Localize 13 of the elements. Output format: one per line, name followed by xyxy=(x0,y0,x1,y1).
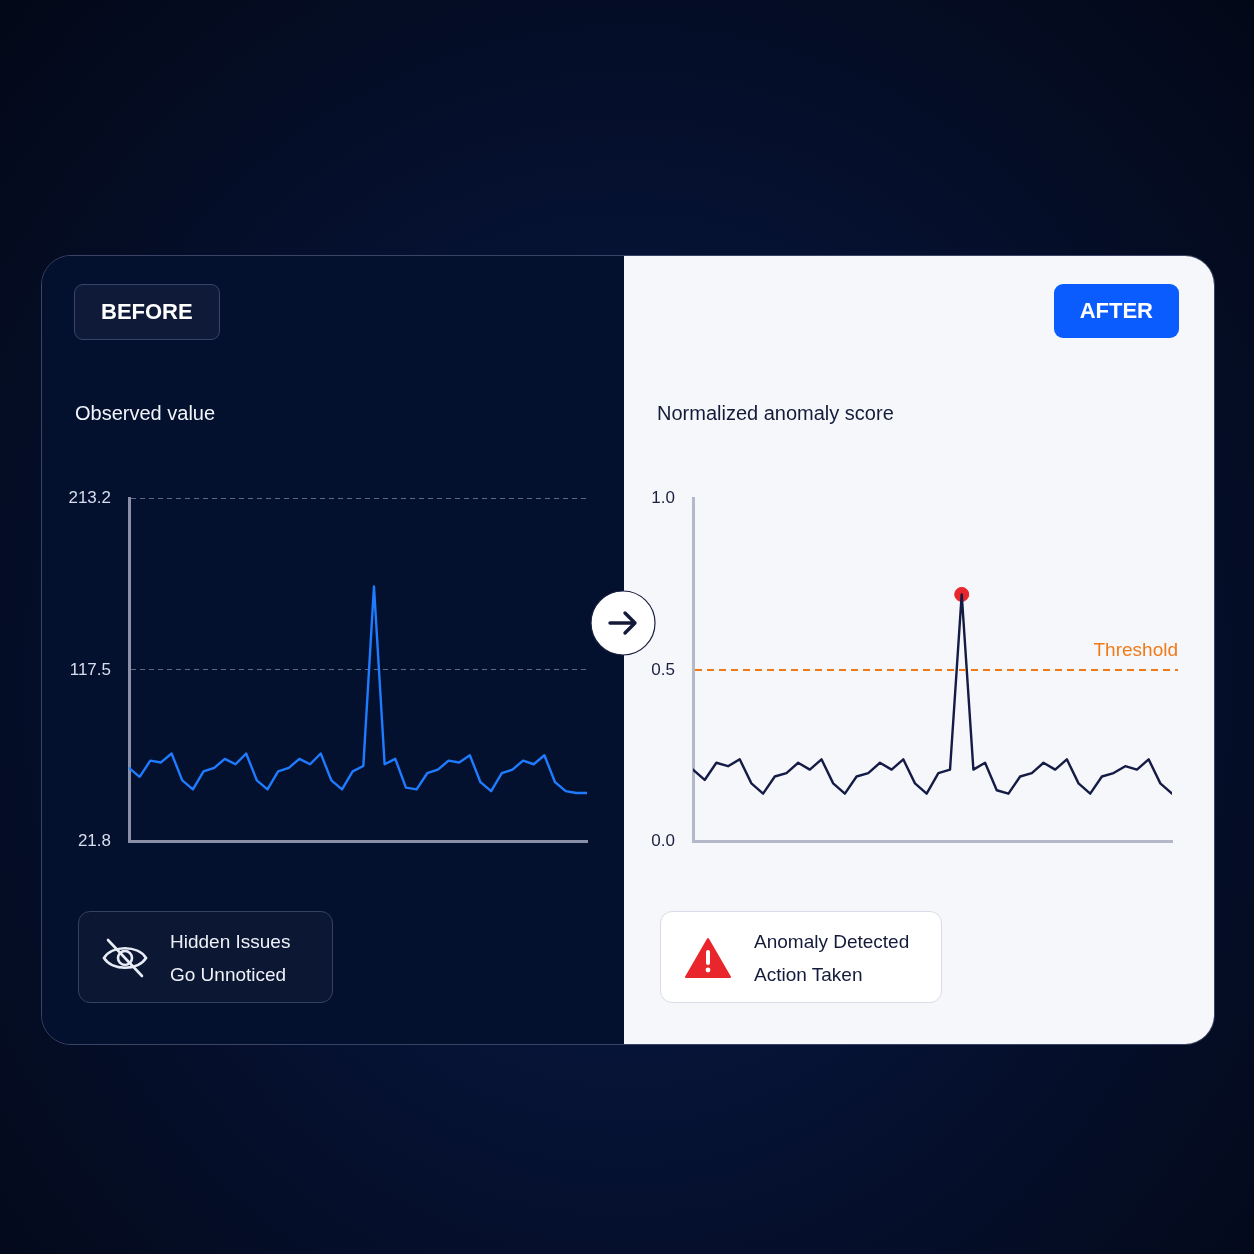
chart-title: Normalized anomaly score xyxy=(657,402,894,425)
y-tick-label: 213.2 xyxy=(68,487,111,507)
y-tick-label: 1.0 xyxy=(651,487,675,507)
ref-line-label: Threshold xyxy=(1093,638,1178,660)
y-tick-label: 117.5 xyxy=(69,659,111,679)
y-tick-label: 0.0 xyxy=(651,831,675,851)
y-tick-label: 21.8 xyxy=(77,831,111,851)
chart-title: Observed value xyxy=(75,402,216,425)
chart-subtitle: BEFORE xyxy=(74,284,220,340)
text: Hidden Issues Go Unnoticed xyxy=(170,930,291,987)
text: Anomaly Detected Action Taken xyxy=(754,930,910,987)
y-tick-label: 0.5 xyxy=(651,659,675,679)
chart-subtitle: AFTER xyxy=(1053,284,1179,338)
